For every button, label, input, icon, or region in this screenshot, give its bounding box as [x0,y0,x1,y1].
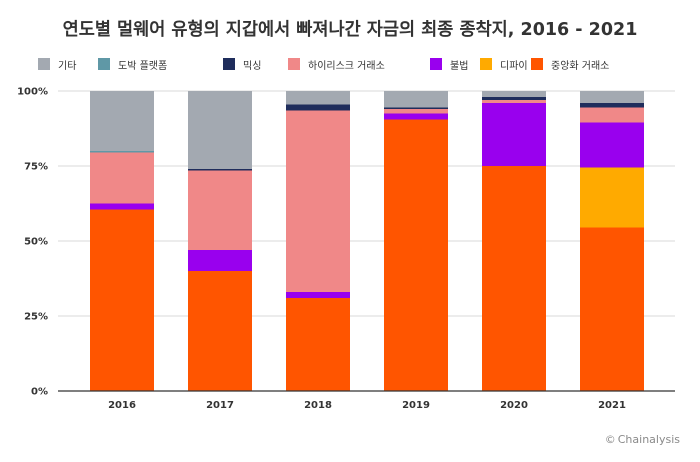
bar-segment-2019-중앙화-거래소 [384,119,448,391]
legend-swatch [38,58,50,70]
legend-item-불법: 불법 [430,56,468,72]
legend-label: 도박 플랫폼 [118,60,168,72]
bar-segment-2020-믹싱 [482,97,546,100]
legend: 기타 도박 플랫폼 믹싱 하이리스크 거래소 불법 디파이 중앙화 거래소 [0,56,700,74]
x-tick-label-2020: 2020 [500,400,528,411]
bar-segment-2020-하이리스크-거래소 [482,100,546,103]
bar-segment-2018-기타 [286,91,350,105]
legend-swatch [98,58,110,70]
bar-segment-2016-하이리스크-거래소 [90,152,154,204]
legend-item-기타: 기타 [38,56,76,72]
bar-segment-2019-믹싱 [384,107,448,109]
bar-segment-2016-중앙화-거래소 [90,209,154,391]
x-tick-label-2016: 2016 [108,400,136,411]
legend-item-디파이: 디파이 [480,56,528,72]
legend-item-도박-플랫폼: 도박 플랫폼 [98,56,167,72]
bar-segment-2021-디파이 [580,167,644,228]
bar-segment-2016-불법 [90,203,154,210]
bar-segment-2016-기타 [90,91,154,151]
source-credit-text: Chainalysis [617,433,680,446]
bar-segment-2018-불법 [286,292,350,298]
x-tick-label-2018: 2018 [304,400,332,411]
bar-segment-2019-불법 [384,113,448,120]
y-tick-label: 100% [17,87,48,98]
bar-segment-2018-하이리스크-거래소 [286,110,350,292]
legend-label: 기타 [58,60,77,72]
legend-swatch [288,58,300,70]
legend-item-믹싱: 믹싱 [223,56,261,72]
copyright-icon: © [604,433,616,446]
legend-label: 중앙화 거래소 [551,60,610,72]
legend-label: 디파이 [500,60,528,72]
y-tick-label: 75% [24,162,48,173]
legend-item-하이리스크-거래소: 하이리스크 거래소 [288,56,385,72]
bar-segment-2019-하이리스크-거래소 [384,109,448,114]
bar-segment-2021-기타 [580,91,644,103]
bar-segment-2021-믹싱 [580,103,644,108]
bar-segment-2020-중앙화-거래소 [482,166,546,391]
bar-segment-2017-중앙화-거래소 [188,271,252,391]
chart-title: 연도별 멀웨어 유형의 지갑에서 빠져나간 자금의 최종 종착지, 2016 -… [62,20,638,40]
legend-label: 하이리스크 거래소 [308,60,385,72]
bar-segment-2017-불법 [188,250,252,271]
legend-swatch [531,58,543,70]
legend-label: 믹싱 [243,60,262,72]
bar-segment-2019-기타 [384,91,448,108]
legend-item-중앙화-거래소: 중앙화 거래소 [531,56,609,72]
x-tick-label-2021: 2021 [598,400,626,411]
y-tick-label: 25% [24,312,48,323]
bar-segment-2021-하이리스크-거래소 [580,107,644,123]
source-credit: © Chainalysis [605,433,680,446]
legend-swatch [430,58,442,70]
legend-swatch [223,58,235,70]
bar-segment-2020-기타 [482,91,546,97]
legend-swatch [480,58,492,70]
x-tick-label-2019: 2019 [402,400,430,411]
bar-segment-2018-믹싱 [286,104,350,111]
bar-segment-2017-하이리스크-거래소 [188,170,252,250]
bar-segment-2018-중앙화-거래소 [286,298,350,391]
bar-segment-2021-불법 [580,122,644,168]
y-tick-label: 0% [31,387,48,398]
bar-segment-2017-믹싱 [188,169,252,171]
y-tick-label: 50% [24,237,48,248]
bar-segment-2016-도박-플랫폼 [90,151,154,153]
bar-segment-2020-불법 [482,103,546,166]
bar-segment-2021-중앙화-거래소 [580,227,644,391]
legend-label: 불법 [450,60,469,72]
x-tick-label-2017: 2017 [206,400,234,411]
bar-segment-2017-기타 [188,91,252,169]
